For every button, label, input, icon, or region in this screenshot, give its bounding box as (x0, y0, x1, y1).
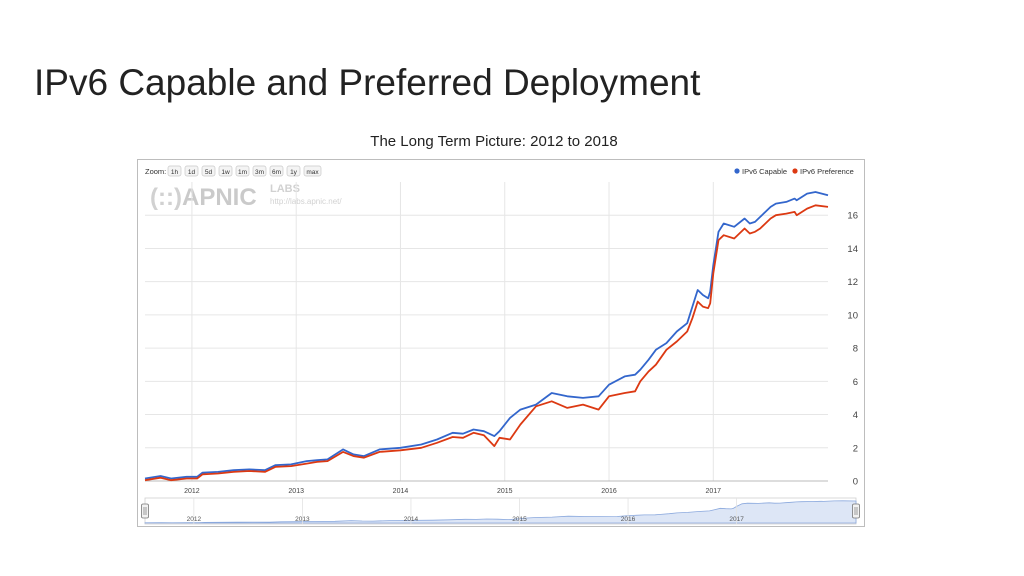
legend-label-preference: IPv6 Preference (800, 167, 854, 176)
navigator-tick-label: 2016 (621, 516, 636, 523)
zoom-button-1d[interactable]: 1d (184, 165, 199, 177)
handle-grip (141, 503, 149, 519)
zoom-label: Zoom: (145, 167, 166, 176)
zoom-button-bg (218, 165, 233, 177)
chart-grid (145, 182, 828, 482)
line-chart: Zoom: 1h 1d 5d 1w 1m 3m 6m 1y max (::) APNIC LAB… (141, 165, 860, 525)
y-tick-label: 16 (847, 211, 858, 222)
legend-label-capable: IPv6 Capable (742, 167, 787, 176)
zoom-button-label: 6m (272, 169, 281, 176)
legend-marker-capable (734, 168, 740, 174)
zoom-button-3m[interactable]: 3m (252, 165, 267, 177)
zoom-button-1y[interactable]: 1y (286, 165, 301, 177)
zoom-button-bg (235, 165, 250, 177)
x-tick-label: 2014 (393, 488, 409, 495)
range-navigator[interactable]: 2012 2013 2014 2015 2016 2017 (141, 497, 860, 525)
slide-title: IPv6 Capable and Preferred Deployment (34, 62, 701, 103)
zoom-button-label: max (306, 169, 319, 176)
navigator-tick-label: 2014 (404, 516, 419, 523)
chart-legend: IPv6 Capable IPv6 Preference (734, 167, 854, 176)
zoom-button-6m[interactable]: 6m (269, 165, 284, 177)
zoom-button-5d[interactable]: 5d (201, 165, 216, 177)
navigator-handle-left[interactable] (141, 503, 149, 519)
y-tick-label: 4 (853, 410, 858, 421)
y-tick-label: 14 (847, 244, 858, 255)
zoom-button-label: 1d (188, 169, 196, 176)
zoom-button-1m[interactable]: 1m (235, 165, 250, 177)
zoom-button-1w[interactable]: 1w (218, 165, 233, 177)
x-tick-label: 2013 (288, 488, 304, 495)
legend-marker-preference (792, 168, 798, 174)
y-tick-label: 2 (853, 443, 858, 454)
zoom-button-bg (184, 165, 199, 177)
x-tick-label: 2017 (706, 488, 722, 495)
y-tick-label: 6 (853, 377, 858, 388)
zoom-button-group: 1h 1d 5d 1w 1m 3m 6m 1y max (167, 165, 322, 177)
zoom-button-label: 1w (221, 169, 230, 176)
legend-item-ipv6-preference[interactable]: IPv6 Preference (792, 167, 854, 176)
apnic-logo: (::) APNIC LABS http://labs.apnic.net/ (150, 183, 342, 211)
zoom-button-bg (252, 165, 267, 177)
y-tick-label: 0 (853, 477, 858, 488)
y-tick-label: 12 (847, 277, 858, 288)
chart-subtitle: The Long Term Picture: 2012 to 2018 (370, 133, 618, 150)
navigator-tick-label: 2013 (295, 516, 310, 523)
x-tick-label: 2016 (601, 488, 617, 495)
x-axis: 2012 2013 2014 2015 2016 2017 (184, 488, 721, 495)
y-axis: 0 2 4 6 8 10 12 14 16 (847, 211, 858, 488)
zoom-button-bg (303, 165, 322, 177)
navigator-tick-label: 2012 (187, 516, 202, 523)
zoom-button-1h[interactable]: 1h (167, 165, 182, 177)
zoom-button-bg (269, 165, 284, 177)
logo-text: APNIC (182, 184, 257, 211)
zoom-button-bg (286, 165, 301, 177)
handle-grip (852, 503, 860, 519)
zoom-button-bg (167, 165, 182, 177)
x-tick-label: 2012 (184, 488, 200, 495)
x-tick-label: 2015 (497, 488, 513, 495)
zoom-button-label: 5d (205, 169, 213, 176)
series-line-ipv6-preference (144, 204, 829, 482)
zoom-button-label: 3m (255, 169, 264, 176)
chart-panel: Zoom: 1h 1d 5d 1w 1m 3m 6m 1y max (::) APNIC LAB… (137, 159, 865, 527)
zoom-button-label: 1h (171, 169, 179, 176)
svg-text:(::): (::) (150, 184, 182, 211)
y-tick-label: 10 (847, 310, 858, 321)
labs-text: LABS (270, 183, 300, 195)
navigator-tick-label: 2017 (729, 516, 744, 523)
zoom-button-max[interactable]: max (303, 165, 322, 177)
navigator-tick-label: 2015 (512, 516, 527, 523)
navigator-handle-right[interactable] (852, 503, 860, 519)
navigator-area (144, 500, 857, 524)
legend-item-ipv6-capable[interactable]: IPv6 Capable (734, 167, 787, 176)
zoom-button-label: 1y (290, 169, 298, 176)
chart-series (144, 191, 829, 482)
watermark-url: http://labs.apnic.net/ (270, 197, 342, 206)
zoom-button-bg (201, 165, 216, 177)
zoom-button-label: 1m (238, 169, 247, 176)
y-tick-label: 8 (853, 344, 858, 355)
series-line-ipv6-capable (144, 191, 829, 480)
